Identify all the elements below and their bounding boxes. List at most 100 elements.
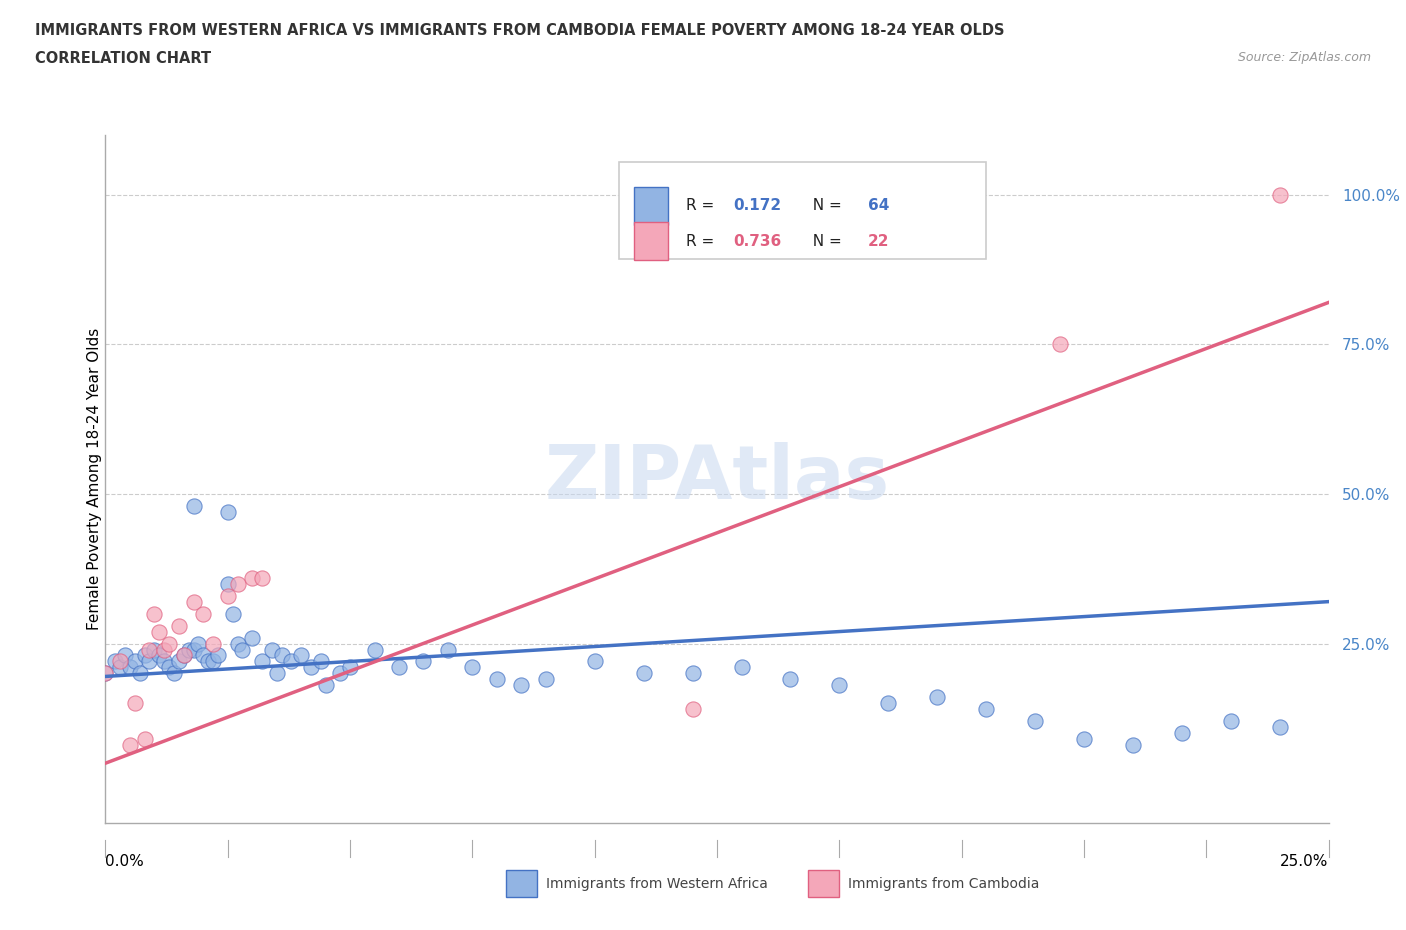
- Point: [94, 666, 117, 681]
- Point: [1024, 714, 1046, 729]
- Text: IMMIGRANTS FROM WESTERN AFRICA VS IMMIGRANTS FROM CAMBODIA FEMALE POVERTY AMONG : IMMIGRANTS FROM WESTERN AFRICA VS IMMIGR…: [35, 23, 1005, 38]
- Point: [207, 648, 229, 663]
- Point: [1122, 737, 1144, 752]
- Point: [108, 654, 131, 669]
- Point: [183, 642, 205, 657]
- Point: [339, 660, 361, 675]
- Point: [167, 618, 190, 633]
- Point: [927, 690, 949, 705]
- Point: [1268, 187, 1291, 202]
- Point: [1219, 714, 1241, 729]
- Point: [461, 660, 484, 675]
- Point: [157, 660, 180, 675]
- Point: [94, 666, 117, 681]
- Point: [118, 660, 141, 675]
- Text: R =: R =: [686, 233, 720, 249]
- Point: [217, 577, 239, 591]
- Point: [290, 648, 312, 663]
- Point: [193, 648, 215, 663]
- Point: [143, 606, 166, 621]
- Text: CORRELATION CHART: CORRELATION CHART: [35, 51, 211, 66]
- Text: Immigrants from Cambodia: Immigrants from Cambodia: [848, 876, 1039, 891]
- Point: [134, 732, 156, 747]
- Point: [828, 678, 851, 693]
- Point: [250, 654, 273, 669]
- Point: [270, 648, 292, 663]
- Point: [280, 654, 302, 669]
- Point: [183, 498, 205, 513]
- FancyBboxPatch shape: [634, 222, 668, 260]
- Point: [124, 696, 146, 711]
- Point: [682, 666, 704, 681]
- FancyBboxPatch shape: [634, 187, 668, 225]
- Point: [138, 654, 160, 669]
- Point: [633, 666, 655, 681]
- Point: [682, 702, 704, 717]
- Point: [202, 654, 225, 669]
- Text: N =: N =: [803, 198, 846, 213]
- Point: [260, 642, 283, 657]
- Text: N =: N =: [803, 233, 846, 249]
- Point: [329, 666, 352, 681]
- Text: 25.0%: 25.0%: [1281, 854, 1329, 869]
- Text: ZIPAtlas: ZIPAtlas: [544, 443, 890, 515]
- Point: [240, 631, 263, 645]
- Text: 0.172: 0.172: [733, 198, 782, 213]
- Point: [231, 642, 253, 657]
- Point: [485, 672, 508, 687]
- Point: [197, 654, 219, 669]
- Point: [1268, 720, 1291, 735]
- Point: [177, 642, 200, 657]
- Y-axis label: Female Poverty Among 18-24 Year Olds: Female Poverty Among 18-24 Year Olds: [87, 328, 101, 631]
- Point: [877, 696, 900, 711]
- Point: [1049, 337, 1071, 352]
- Point: [163, 666, 186, 681]
- Point: [114, 648, 136, 663]
- Point: [148, 624, 170, 639]
- Point: [193, 606, 215, 621]
- Text: R =: R =: [686, 198, 720, 213]
- Point: [187, 636, 209, 651]
- Point: [226, 636, 249, 651]
- Point: [108, 660, 131, 675]
- Point: [309, 654, 332, 669]
- Point: [266, 666, 288, 681]
- Point: [124, 654, 146, 669]
- Point: [226, 577, 249, 591]
- Point: [104, 654, 127, 669]
- Point: [202, 636, 225, 651]
- Point: [240, 570, 263, 585]
- Point: [583, 654, 606, 669]
- Point: [388, 660, 411, 675]
- Point: [153, 654, 176, 669]
- Point: [1171, 725, 1194, 740]
- Point: [221, 606, 243, 621]
- Point: [157, 636, 180, 651]
- Text: Immigrants from Western Africa: Immigrants from Western Africa: [546, 876, 768, 891]
- Text: 0.0%: 0.0%: [105, 854, 145, 869]
- Point: [134, 648, 156, 663]
- Text: 0.736: 0.736: [733, 233, 782, 249]
- Text: Source: ZipAtlas.com: Source: ZipAtlas.com: [1237, 51, 1371, 64]
- Point: [148, 648, 170, 663]
- Point: [217, 504, 239, 519]
- Point: [138, 642, 160, 657]
- Text: 22: 22: [868, 233, 889, 249]
- Point: [153, 642, 176, 657]
- Point: [1073, 732, 1095, 747]
- FancyBboxPatch shape: [619, 163, 986, 259]
- Point: [128, 666, 150, 681]
- Point: [250, 570, 273, 585]
- Point: [118, 737, 141, 752]
- Point: [363, 642, 385, 657]
- Point: [167, 654, 190, 669]
- Point: [974, 702, 997, 717]
- Point: [437, 642, 460, 657]
- Point: [412, 654, 434, 669]
- Point: [217, 588, 239, 603]
- Point: [173, 648, 195, 663]
- Text: 64: 64: [868, 198, 889, 213]
- Point: [173, 648, 195, 663]
- Point: [143, 642, 166, 657]
- Point: [779, 672, 801, 687]
